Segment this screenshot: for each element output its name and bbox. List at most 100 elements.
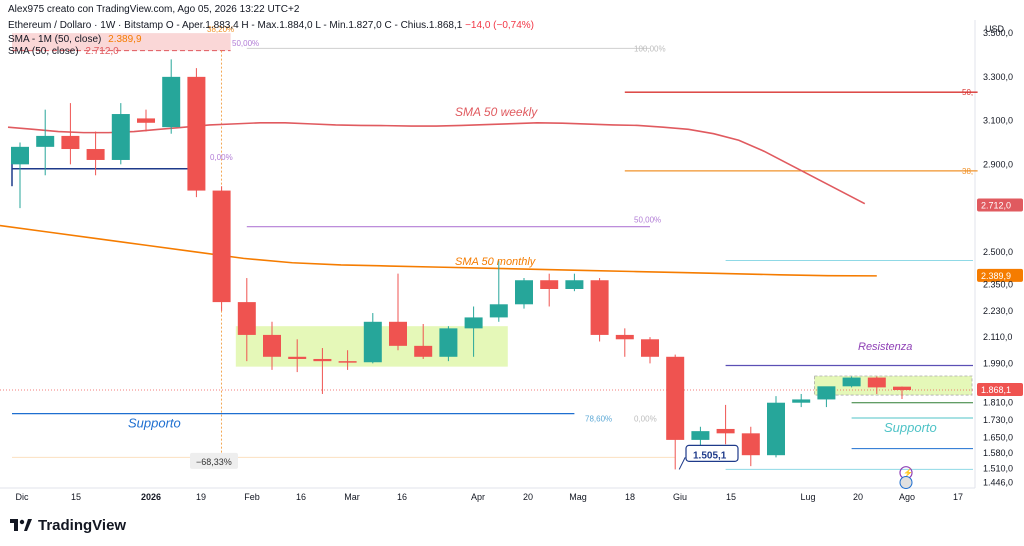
low-callout-pointer [678, 457, 686, 470]
fib-top-label-b: 50,00% [232, 39, 259, 48]
candle-body [515, 280, 533, 305]
candle-body [540, 280, 559, 289]
candle-body [641, 339, 659, 357]
fib-50-label: 50,00% [634, 216, 661, 225]
candle-body [691, 431, 710, 440]
y-tick-label: 1.810,0 [983, 398, 1013, 408]
tradingview-logo[interactable]: TradingView [10, 517, 126, 534]
resistance-annotation: Resistenza [858, 341, 912, 353]
x-tick-label: Giu [673, 492, 687, 502]
candle-body [817, 386, 836, 400]
candle-body [489, 304, 508, 318]
candle-body [187, 76, 206, 191]
candle-body [414, 345, 433, 357]
consolidation-zone [814, 376, 972, 396]
candle-body [36, 135, 55, 147]
x-tick-label: 15 [71, 492, 81, 502]
support-annotation-right: Supporto [884, 420, 937, 435]
x-tick-label: Apr [471, 492, 485, 502]
sma-monthly-label: SMA - 1M (50, close) [8, 34, 102, 45]
candle-body [741, 433, 760, 456]
price-tag-sma-monthly [977, 268, 1023, 282]
fib-786-label: 78,60% [585, 415, 612, 424]
candle-body [86, 149, 105, 160]
consolidation-zone-border [814, 375, 973, 396]
candle-body [842, 377, 861, 387]
flag-icon [899, 476, 913, 490]
low-callout-label: 1.505,1 [693, 450, 727, 461]
candle-body [288, 356, 307, 359]
sma-monthly-legend[interactable]: SMA - 1M (50, close) 2.389,9 [8, 34, 142, 45]
x-tick-label: Lug [800, 492, 815, 502]
price-tag-last [977, 383, 1023, 397]
y-tick-label: 2.350,0 [983, 280, 1013, 290]
y-tick-label: 2.230,0 [983, 306, 1013, 316]
sma-weekly-value: 2.712,0 [85, 46, 119, 57]
y-tick-label: 1.446,0 [983, 477, 1013, 487]
price-tag-sma-weekly-text: 2.712,0 [981, 200, 1011, 210]
candle-body [666, 356, 685, 440]
candle-body [11, 146, 29, 165]
right-fib-38-label: 38, [962, 167, 973, 176]
y-tick-label: 2.500,0 [983, 247, 1013, 257]
candle-body [893, 386, 911, 391]
fib-100-label: 100,00% [634, 44, 666, 53]
price-tag-last-text: 1.868,1 [981, 385, 1011, 395]
low-callout-box [685, 444, 739, 462]
candle-body [389, 321, 407, 346]
candle-body [338, 361, 357, 363]
x-tick-label: Feb [244, 492, 260, 502]
x-tick-label: Mar [344, 492, 360, 502]
x-tick-label: 16 [397, 492, 407, 502]
tradingview-icon [10, 518, 32, 531]
candle-body [363, 321, 382, 363]
symbol-name: Ethereum / Dollaro · 1W · Bitstamp [8, 20, 164, 31]
fib-0-mid-label: 0,00% [634, 415, 657, 424]
x-tick-label: 16 [296, 492, 306, 502]
sma-monthly-value: 2.389,9 [108, 34, 142, 45]
candle-body [867, 377, 886, 388]
x-tick-label: 20 [853, 492, 863, 502]
y-tick-label: 3.500,0 [983, 28, 1013, 38]
y-tick-label: 1.650,0 [983, 433, 1013, 443]
sma-weekly-label: SMA (50, close) [8, 46, 79, 57]
candle-body [137, 118, 155, 123]
x-tick-label: 19 [196, 492, 206, 502]
pct-drop-label: −68,33% [196, 457, 232, 467]
candle-body [439, 328, 458, 357]
sma-monthly-annotation: SMA 50 monthly [455, 256, 537, 268]
price-tag-sma-weekly [977, 198, 1023, 212]
candle-body [565, 280, 584, 289]
candle-body [590, 280, 609, 335]
x-tick-label: 18 [625, 492, 635, 502]
candle-body [464, 317, 483, 329]
ohlc-values: O - Aper.1.883,4 H - Max.1.884,0 L - Min… [165, 20, 463, 31]
fib-top-band [12, 33, 231, 51]
candle-body [237, 302, 256, 335]
candle-body [313, 358, 332, 362]
symbol-legend: Ethereum / Dollaro · 1W · Bitstamp O - A… [8, 20, 534, 31]
candle-body [212, 190, 231, 303]
fib-top-label-a: 38,20% [207, 25, 234, 34]
candle-body [61, 135, 80, 150]
y-tick-label: 2.110,0 [983, 332, 1012, 342]
candle-body [716, 428, 735, 434]
candle-body [615, 334, 634, 340]
right-fib-50-label: 50, [962, 88, 973, 97]
candle-body [111, 114, 130, 160]
sma-weekly-line [7, 121, 866, 205]
candle-body [767, 402, 785, 456]
sma-weekly-legend[interactable]: SMA (50, close) 2.712,0 [8, 46, 119, 57]
candle-body [162, 76, 181, 128]
candle-body [792, 399, 811, 403]
y-tick-label: 1.510,0 [983, 463, 1013, 473]
x-tick-label: 20 [523, 492, 533, 502]
lightning-icon: ⚡ [903, 468, 913, 478]
x-tick-label: 2026 [141, 492, 161, 502]
y-tick-label: 2.900,0 [983, 159, 1013, 169]
candle-body [263, 334, 281, 357]
y-tick-label: 3.100,0 [983, 116, 1013, 126]
y-tick-label: 1.580,0 [983, 448, 1013, 458]
x-tick-label: 15 [726, 492, 736, 502]
